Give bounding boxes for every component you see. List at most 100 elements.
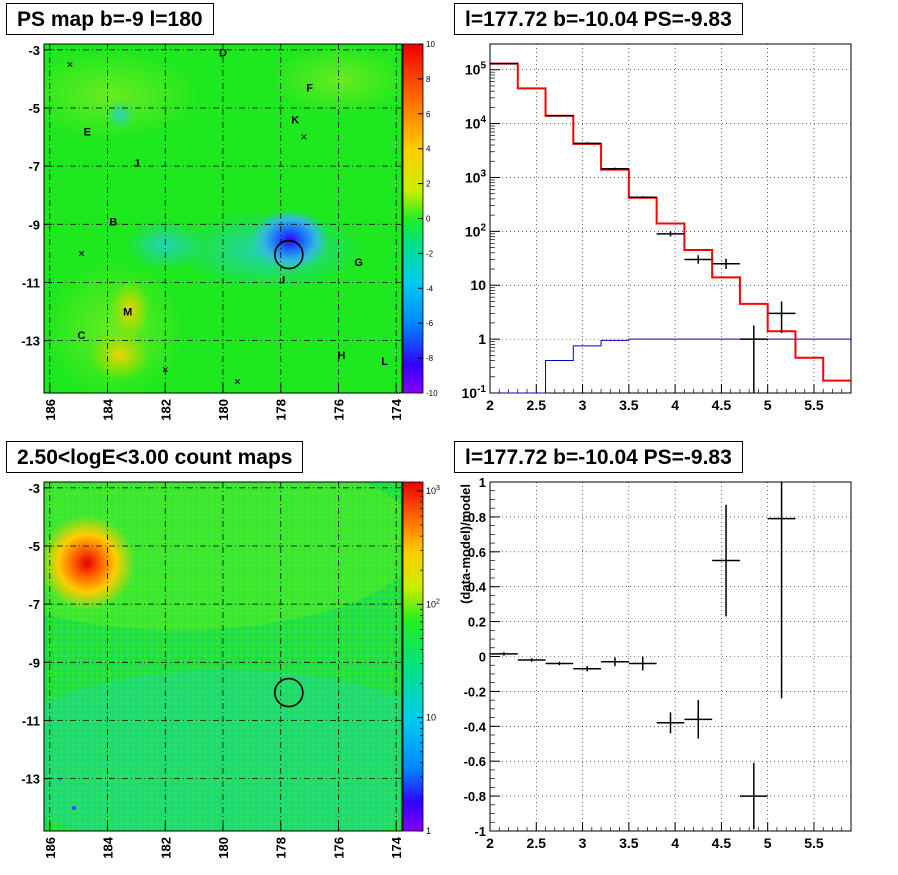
target-circle xyxy=(274,239,304,270)
x-tick-label: 2 xyxy=(486,835,494,851)
y-tick-label: -0.4 xyxy=(464,719,487,734)
x-tick-label: 182 xyxy=(158,837,173,859)
colorbar-tick-label: 10 xyxy=(426,40,435,49)
x-tick-label: 2.5 xyxy=(527,397,547,413)
x-tick-label: 186 xyxy=(43,399,58,421)
x-tick-label: 5.5 xyxy=(804,835,824,851)
spectrum-title: l=177.72 b=-10.04 PS=-9.83 xyxy=(454,3,743,35)
colorbar-tick-label: -2 xyxy=(426,249,434,258)
source-label-J: J xyxy=(133,158,139,170)
residual-plot: 2 2.5 3 3.5 4 4.5 5 5.5 -1 -0.8 -0.6 -0.4 -0.2 0 0.2 0.… xyxy=(458,475,852,851)
y-tick-label: 10-1 xyxy=(462,384,487,401)
x-tick-label: 5 xyxy=(764,397,772,413)
cross-marker: × xyxy=(162,363,169,377)
source-label-H: H xyxy=(337,350,345,362)
y-tick-label: 1 xyxy=(479,475,486,490)
count-map-colorbar xyxy=(402,481,424,832)
x-tick-label: 3 xyxy=(579,835,587,851)
colorbar-tick-label: 4 xyxy=(426,145,431,154)
x-tick-label: 184 xyxy=(101,836,116,858)
y-tick-label: -0.8 xyxy=(464,789,486,804)
y-tick-label: -5 xyxy=(28,101,40,116)
y-tick-label: -0.2 xyxy=(464,684,486,699)
y-tick-label: 0 xyxy=(479,650,486,665)
x-tick-label: 178 xyxy=(274,837,289,859)
x-tick-label: 176 xyxy=(331,399,346,421)
y-tick-label: 1 xyxy=(478,331,486,347)
x-tick-label: 182 xyxy=(158,399,173,421)
y-tick-label: 103 xyxy=(465,168,487,185)
y-tick-label: -9 xyxy=(28,655,40,670)
x-tick-label: 180 xyxy=(216,399,231,421)
x-tick-label: 3 xyxy=(579,397,587,413)
colorbar-tick-label: 0 xyxy=(426,215,431,224)
cross-marker: × xyxy=(234,374,241,388)
source-label-I: I xyxy=(282,275,285,287)
count-map-image xyxy=(44,482,402,831)
x-tick-label: 2.5 xyxy=(527,835,547,851)
colorbar-tick-label: -8 xyxy=(426,354,434,363)
count-map-heatmap: 186 184 182 180 178 176 174 -3 -5 -7 -9 -11 -13 103 10… xyxy=(21,481,440,859)
y-tick-label: -11 xyxy=(22,275,40,290)
ps-map-heatmap: D F K E J B G I M C H L × × × × × 186 184 182 180 178 176 174 -… xyxy=(21,40,438,421)
x-tick-label: 184 xyxy=(101,398,116,420)
x-tick-label: 178 xyxy=(274,399,289,421)
y-tick-label: -1 xyxy=(474,824,486,839)
x-tick-label: 5.5 xyxy=(804,397,824,413)
y-tick-label: -3 xyxy=(28,43,40,58)
ps-map-image xyxy=(44,44,402,393)
source-label-K: K xyxy=(291,115,299,127)
target-circle xyxy=(274,677,304,708)
y-tick-label: -3 xyxy=(28,481,40,496)
x-tick-label: 4.5 xyxy=(712,397,732,413)
background-step-line xyxy=(490,338,851,394)
y-tick-label: -7 xyxy=(28,159,40,174)
source-label-G: G xyxy=(354,257,363,269)
colorbar-tick-label: 6 xyxy=(426,110,431,119)
residual-y-axis-label: (data-model)/model xyxy=(458,484,473,604)
colorbar-tick-label: -6 xyxy=(426,319,434,328)
y-tick-label: -7 xyxy=(28,597,40,612)
y-tick-label: 0.2 xyxy=(468,615,486,630)
cross-marker: × xyxy=(78,246,85,260)
x-tick-label: 5 xyxy=(764,835,772,851)
x-tick-label: 3.5 xyxy=(619,397,639,413)
source-label-D: D xyxy=(219,48,227,60)
colorbar-tick-label: -10 xyxy=(426,389,438,398)
cross-marker: × xyxy=(66,57,73,71)
x-tick-label: 174 xyxy=(389,836,404,858)
colorbar-tick-label: -4 xyxy=(426,284,434,293)
x-tick-label: 180 xyxy=(216,837,231,859)
colorbar-tick-label: 2 xyxy=(426,180,431,189)
y-tick-label: 0.6 xyxy=(468,545,486,560)
y-tick-label: 10 xyxy=(470,277,486,293)
spectrum-plot: 2 2.5 3 3.5 4 4.5 5 5.5 10-1 1 10 102 103 104 105 xyxy=(462,43,852,413)
source-label-M: M xyxy=(123,307,132,319)
y-tick-label: -13 xyxy=(21,772,40,787)
y-tick-label: -5 xyxy=(28,539,40,554)
x-tick-label: 4.5 xyxy=(712,835,732,851)
colorbar-tick-label: 10 xyxy=(426,713,436,723)
y-tick-label: 0.4 xyxy=(468,580,487,595)
colorbar-tick-label: 102 xyxy=(426,598,440,609)
x-tick-label: 186 xyxy=(43,837,58,859)
x-tick-label: 4 xyxy=(671,835,679,851)
x-tick-label: 2 xyxy=(486,397,494,413)
colorbar-tick-label: 103 xyxy=(426,485,440,496)
y-tick-label: -13 xyxy=(21,334,40,349)
y-tick-label: -11 xyxy=(22,713,40,728)
x-tick-label: 3.5 xyxy=(619,835,639,851)
source-label-E: E xyxy=(84,126,91,138)
ps-map-title: PS map b=-9 l=180 xyxy=(6,3,214,35)
y-tick-label: -0.6 xyxy=(464,754,486,769)
x-tick-label: 176 xyxy=(331,837,346,859)
y-tick-label: 104 xyxy=(465,115,487,132)
y-tick-label: 102 xyxy=(465,222,487,239)
colorbar-tick-label: 8 xyxy=(426,75,431,84)
source-label-L: L xyxy=(381,356,388,368)
y-tick-label: 105 xyxy=(465,61,487,78)
x-tick-label: 174 xyxy=(389,398,404,420)
source-label-B: B xyxy=(109,216,117,228)
y-tick-label: 0.8 xyxy=(468,510,486,525)
